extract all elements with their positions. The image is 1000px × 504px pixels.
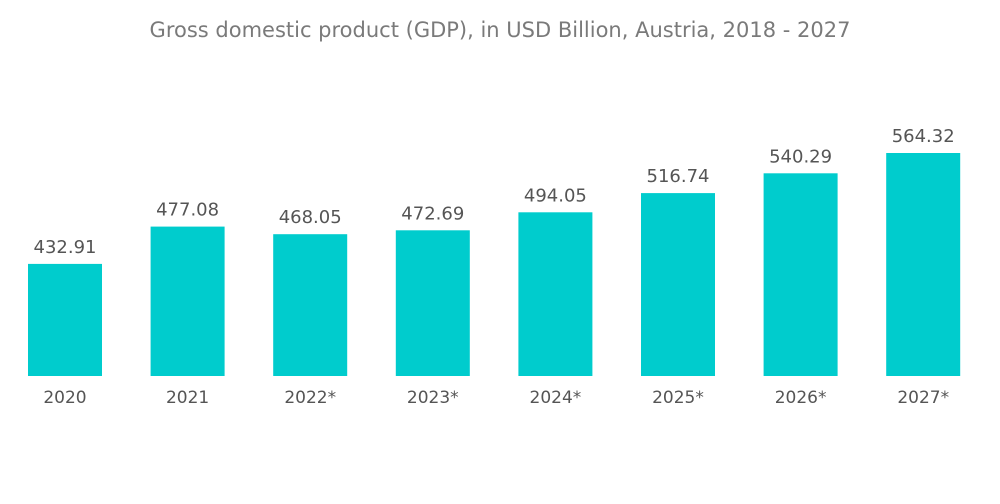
value-label: 564.32	[892, 126, 955, 147]
bar-2025-forecast	[641, 193, 715, 376]
value-label: 494.05	[524, 185, 587, 206]
bar-2026-forecast	[763, 173, 838, 376]
bar-2020	[28, 263, 102, 376]
value-label: 472.69	[401, 203, 464, 224]
category-label: 2024*	[530, 388, 582, 408]
value-labels-layer: 432.91 477.08 468.05 472.69 494.05 516.74 540.…	[34, 126, 955, 258]
category-label: 2021	[166, 388, 209, 408]
value-label: 468.05	[279, 207, 342, 228]
category-label: 2022*	[284, 388, 336, 408]
chart-title: Gross domestic product (GDP), in USD Bil…	[149, 18, 851, 42]
bar-2027-forecast	[886, 153, 961, 376]
category-label: 2027*	[897, 388, 949, 408]
bar-2024-forecast	[518, 212, 593, 376]
value-label: 516.74	[647, 166, 710, 187]
category-label: 2020	[43, 388, 86, 408]
bar-2023-forecast	[395, 230, 470, 376]
category-label: 2023*	[407, 388, 459, 408]
value-label: 477.08	[156, 200, 219, 221]
bar-2022-forecast	[273, 234, 348, 376]
category-label: 2025*	[652, 388, 704, 408]
value-label: 540.29	[769, 146, 832, 167]
category-label: 2026*	[775, 388, 827, 408]
bars-layer	[28, 153, 961, 376]
bar-2021	[150, 226, 225, 376]
category-labels-layer: 2020 2021 2022* 2023* 2024* 2025* 2026* 2027*	[43, 388, 949, 408]
value-label: 432.91	[34, 237, 97, 258]
